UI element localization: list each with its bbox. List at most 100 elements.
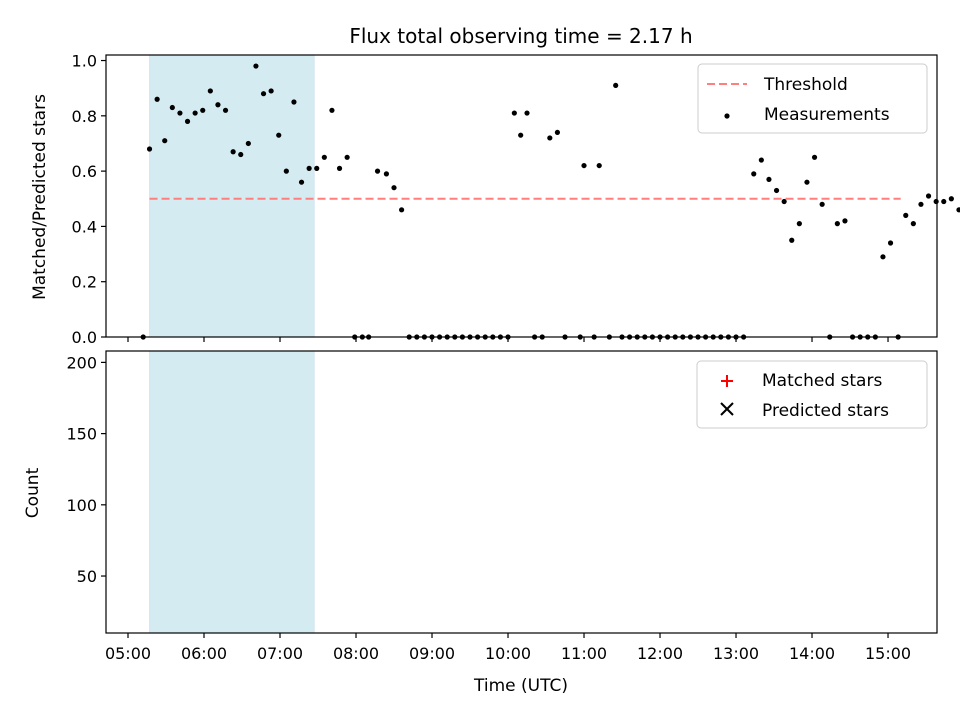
ratio-legend-frame (697, 63, 928, 134)
count-legend-frame (696, 360, 928, 429)
count-panel: 50 100 150 200 05:00 06:00 07:00 08:00 09:00 10:… (23, 350, 938, 696)
ratio-shaded-interval (149, 54, 315, 338)
measurement-point (766, 176, 772, 183)
measurement-point (215, 102, 221, 108)
measurement-point (948, 196, 954, 202)
x-tick-label: 13:00 (713, 644, 759, 663)
measurement-point (283, 168, 289, 174)
measurement-point (200, 107, 206, 113)
x-tick-label: 14:00 (789, 644, 835, 663)
measurement-point (321, 154, 327, 160)
measurement-point (374, 168, 381, 174)
measurement-point (207, 88, 213, 94)
measurement-point (842, 218, 848, 224)
legend-threshold-label: Threshold (763, 75, 848, 95)
legend-matched-label: Matched stars (762, 371, 882, 391)
measurement-point (554, 129, 561, 136)
ratio-legend: Threshold Measurements (697, 63, 928, 134)
measurement-point (819, 201, 825, 207)
measurement-point (751, 171, 757, 177)
measurement-point (260, 91, 267, 97)
ratio-panel: 0.0 0.2 0.4 0.6 0.8 1.0 Matched/Predicted sta… (30, 52, 960, 347)
measurement-point (154, 96, 160, 102)
measurement-point (547, 135, 553, 141)
measurement-point (344, 154, 350, 160)
measurement-point (773, 187, 780, 194)
x-tick-label: 06:00 (181, 644, 227, 663)
measurement-point (781, 198, 787, 205)
count-y-tick-label: 200 (66, 353, 97, 372)
measurement-point (956, 207, 960, 213)
measurement-point (222, 107, 229, 113)
measurement-point (245, 140, 251, 147)
x-tick-label: 11:00 (561, 644, 607, 663)
measurement-point (276, 132, 282, 138)
measurement-point (789, 237, 795, 243)
measurement-point (581, 162, 587, 169)
ratio-y-ticks: 0.0 0.2 0.4 0.6 0.8 1.0 (72, 52, 106, 347)
measurement-point (596, 162, 602, 169)
measurement-point (804, 179, 810, 185)
measurement-point (253, 63, 259, 69)
measurement-point (268, 88, 274, 94)
count-legend: Matched stars Predicted stars (696, 360, 928, 429)
legend-predicted-label: Predicted stars (762, 401, 889, 421)
count-y-ticks: 50 100 150 200 (66, 353, 106, 586)
ratio-x-ticks (127, 337, 889, 342)
measurement-point (306, 165, 312, 171)
measurement-point (880, 254, 886, 260)
measurement-point (192, 110, 198, 116)
measurement-point (329, 107, 335, 113)
ratio-y-tick-label: 0.0 (72, 328, 97, 347)
measurement-point (758, 157, 764, 163)
figure-title: Flux total observing time = 2.17 h (349, 24, 692, 48)
ratio-plot-frame (105, 54, 938, 338)
ratio-y-tick-label: 1.0 (72, 52, 97, 71)
ratio-y-tick-label: 0.2 (72, 273, 97, 292)
legend-measurements-swatch (724, 113, 730, 119)
measurement-points (140, 63, 960, 340)
measurement-point (169, 104, 175, 111)
count-x-ticks: 05:00 06:00 07:00 08:00 09:00 10:00 11:00 12:00… (105, 633, 911, 663)
x-tick-label: 08:00 (333, 644, 379, 663)
count-y-tick-label: 50 (77, 567, 97, 586)
measurement-point (238, 151, 244, 158)
count-y-tick-label: 150 (66, 425, 97, 444)
measurement-point (887, 240, 894, 246)
measurement-point (298, 179, 305, 185)
x-tick-label: 07:00 (257, 644, 303, 663)
measurement-point (511, 110, 517, 116)
measurement-point (903, 212, 909, 218)
measurement-point (230, 149, 236, 155)
measurement-point (336, 165, 343, 171)
measurement-point (391, 185, 397, 191)
x-tick-label: 15:00 (865, 644, 911, 663)
measurement-point (291, 99, 297, 105)
x-axis-label: Time (UTC) (473, 676, 568, 696)
measurement-point (918, 201, 924, 207)
measurement-point (613, 82, 619, 89)
measurement-point (314, 165, 320, 171)
ratio-y-axis-label: Matched/Predicted stars (30, 94, 50, 300)
measurement-point (162, 138, 168, 144)
measurement-point (941, 198, 947, 205)
measurement-point (146, 146, 153, 152)
legend-predicted-swatch (720, 402, 734, 416)
measurement-point (184, 118, 191, 124)
measurement-point (834, 221, 840, 227)
measurement-point (177, 110, 183, 116)
measurement-point (811, 154, 818, 160)
x-tick-label: 05:00 (105, 644, 151, 663)
x-tick-label: 09:00 (409, 644, 455, 663)
measurement-point (399, 207, 405, 213)
ratio-y-tick-label: 0.8 (72, 107, 97, 126)
count-shaded-interval (149, 350, 315, 634)
measurement-point (925, 193, 932, 199)
measurement-point (518, 132, 524, 138)
measurement-point (933, 198, 939, 205)
measurement-point (524, 110, 530, 116)
ratio-y-tick-label: 0.6 (72, 162, 97, 181)
legend-measurements-label: Measurements (764, 105, 890, 125)
count-y-axis-label: Count (23, 467, 43, 518)
